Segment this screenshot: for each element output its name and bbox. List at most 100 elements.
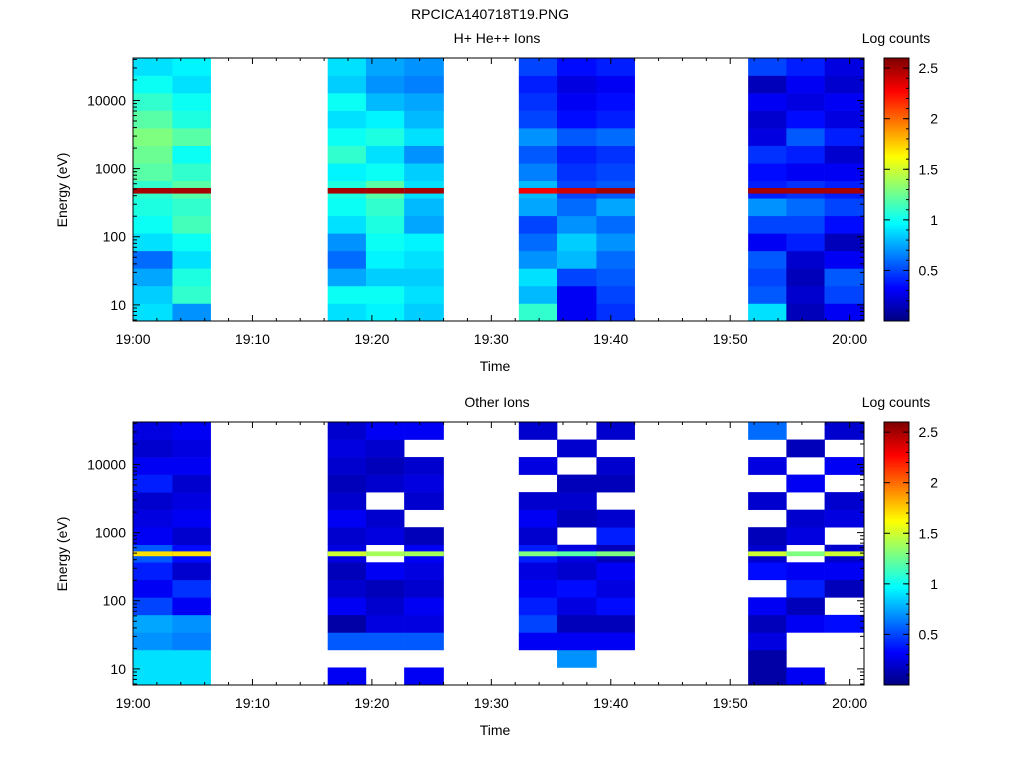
colorbar-segment bbox=[884, 290, 909, 293]
heatmap-cell bbox=[518, 58, 558, 76]
energy-band-cell bbox=[404, 187, 444, 194]
x-tick-label: 19:50 bbox=[713, 331, 748, 347]
heatmap-cell bbox=[172, 145, 211, 164]
colorbar-segment bbox=[884, 430, 909, 434]
colorbar-segment bbox=[884, 606, 909, 609]
heatmap-cell bbox=[557, 614, 597, 633]
heatmap-cell bbox=[786, 163, 825, 182]
colorbar-segment bbox=[884, 555, 909, 559]
heatmap-cell bbox=[172, 597, 211, 616]
colorbar-segment bbox=[884, 579, 909, 583]
x-tick-label: 19:10 bbox=[235, 331, 270, 347]
heatmap-cell bbox=[748, 492, 787, 510]
heatmap-cell bbox=[557, 632, 597, 651]
heatmap-cell bbox=[404, 268, 444, 287]
colorbar-segment bbox=[884, 443, 909, 447]
colorbar-segment bbox=[884, 217, 909, 221]
heatmap-cell bbox=[518, 110, 558, 129]
colorbar-segment bbox=[884, 312, 909, 315]
y-tick-label: 1000 bbox=[95, 161, 126, 177]
heatmap-cell bbox=[365, 597, 405, 616]
heatmap-cell bbox=[748, 93, 787, 111]
colorbar-segment bbox=[884, 174, 909, 177]
heatmap-cell bbox=[786, 474, 825, 493]
heatmap-cell bbox=[557, 649, 597, 668]
colorbar-segment bbox=[884, 628, 909, 631]
heatmap-cell bbox=[596, 75, 635, 94]
heatmap-cell bbox=[748, 198, 787, 217]
y-tick-label: 10 bbox=[110, 661, 126, 677]
heatmap-cell bbox=[786, 562, 825, 581]
heatmap-cell bbox=[327, 128, 367, 146]
heatmap-cell bbox=[748, 667, 787, 686]
colorbar-segment bbox=[884, 77, 909, 81]
heatmap-cell bbox=[824, 110, 865, 129]
colorbar-segment bbox=[884, 525, 909, 528]
heatmap-cells bbox=[133, 58, 865, 322]
heatmap-cell bbox=[327, 457, 367, 475]
heatmap-cell bbox=[596, 474, 635, 493]
heatmap-cell bbox=[327, 527, 367, 546]
colorbar-segment bbox=[884, 658, 909, 662]
heatmap-cell bbox=[133, 474, 173, 493]
colorbar-segment bbox=[884, 231, 909, 234]
heatmap-cell bbox=[557, 285, 597, 304]
x-tick-label: 19:20 bbox=[354, 695, 389, 711]
colorbar-segment bbox=[884, 274, 909, 278]
colorbar-segment bbox=[884, 141, 909, 144]
colorbar-segment bbox=[884, 68, 909, 72]
energy-band-cell bbox=[824, 187, 865, 194]
colorbar-segment bbox=[884, 176, 909, 179]
heatmap-cell bbox=[133, 509, 173, 528]
colorbar-segment bbox=[884, 270, 909, 274]
colorbar-tick-label: 1 bbox=[930, 576, 938, 592]
heatmap-cell bbox=[518, 303, 558, 322]
colorbar-segment bbox=[884, 478, 909, 482]
colorbar-segment bbox=[884, 235, 909, 239]
heatmap-cell bbox=[748, 128, 787, 146]
colorbar-segment bbox=[884, 167, 909, 171]
heatmap-cell bbox=[133, 128, 173, 146]
colorbar-segment bbox=[884, 518, 909, 522]
colorbar-segment bbox=[884, 522, 909, 526]
colorbar-segment bbox=[884, 169, 909, 173]
y-tick-label: 100 bbox=[103, 593, 127, 609]
heatmap-cell bbox=[172, 457, 211, 475]
heatmap-cell bbox=[365, 474, 405, 493]
heatmap-cell bbox=[518, 198, 558, 217]
heatmap-cell bbox=[824, 75, 865, 94]
heatmap-cell bbox=[557, 474, 597, 493]
colorbar-segment bbox=[884, 678, 909, 682]
heatmap-cell bbox=[557, 439, 597, 458]
heatmap-cell bbox=[786, 439, 825, 458]
heatmap-cell bbox=[172, 75, 211, 94]
colorbar-segment bbox=[884, 253, 909, 256]
colorbar-segment bbox=[884, 571, 909, 574]
heatmap-cell bbox=[557, 93, 597, 111]
heatmap-cell bbox=[327, 667, 367, 686]
heatmap-cell bbox=[824, 128, 865, 146]
colorbar-segment bbox=[884, 505, 909, 508]
heatmap-cell bbox=[557, 233, 597, 252]
colorbar-segment bbox=[884, 472, 909, 475]
colorbar-segment bbox=[884, 496, 909, 500]
heatmap-cell bbox=[748, 649, 787, 668]
heatmap-cell bbox=[557, 579, 597, 598]
heatmap-cell bbox=[748, 163, 787, 182]
colorbar-segment bbox=[884, 546, 909, 550]
heatmap-cell bbox=[824, 268, 865, 287]
heatmap-cell bbox=[596, 93, 635, 111]
colorbar-segment bbox=[884, 279, 909, 282]
heatmap-cell bbox=[824, 233, 865, 252]
energy-band-cell bbox=[133, 187, 173, 194]
heatmap-cell bbox=[133, 303, 173, 322]
heatmap-cell bbox=[596, 268, 635, 287]
energy-band-cell bbox=[518, 551, 558, 557]
plot-axes: 19:00 19:10 19:20 19:30 19:40 19:50 20:00 10 100… bbox=[87, 57, 867, 347]
heatmap-cell bbox=[327, 632, 367, 651]
heatmap-cell bbox=[404, 667, 444, 686]
colorbar-segment bbox=[884, 318, 909, 322]
heatmap-cell bbox=[748, 597, 787, 616]
colorbar-segment bbox=[884, 630, 909, 633]
